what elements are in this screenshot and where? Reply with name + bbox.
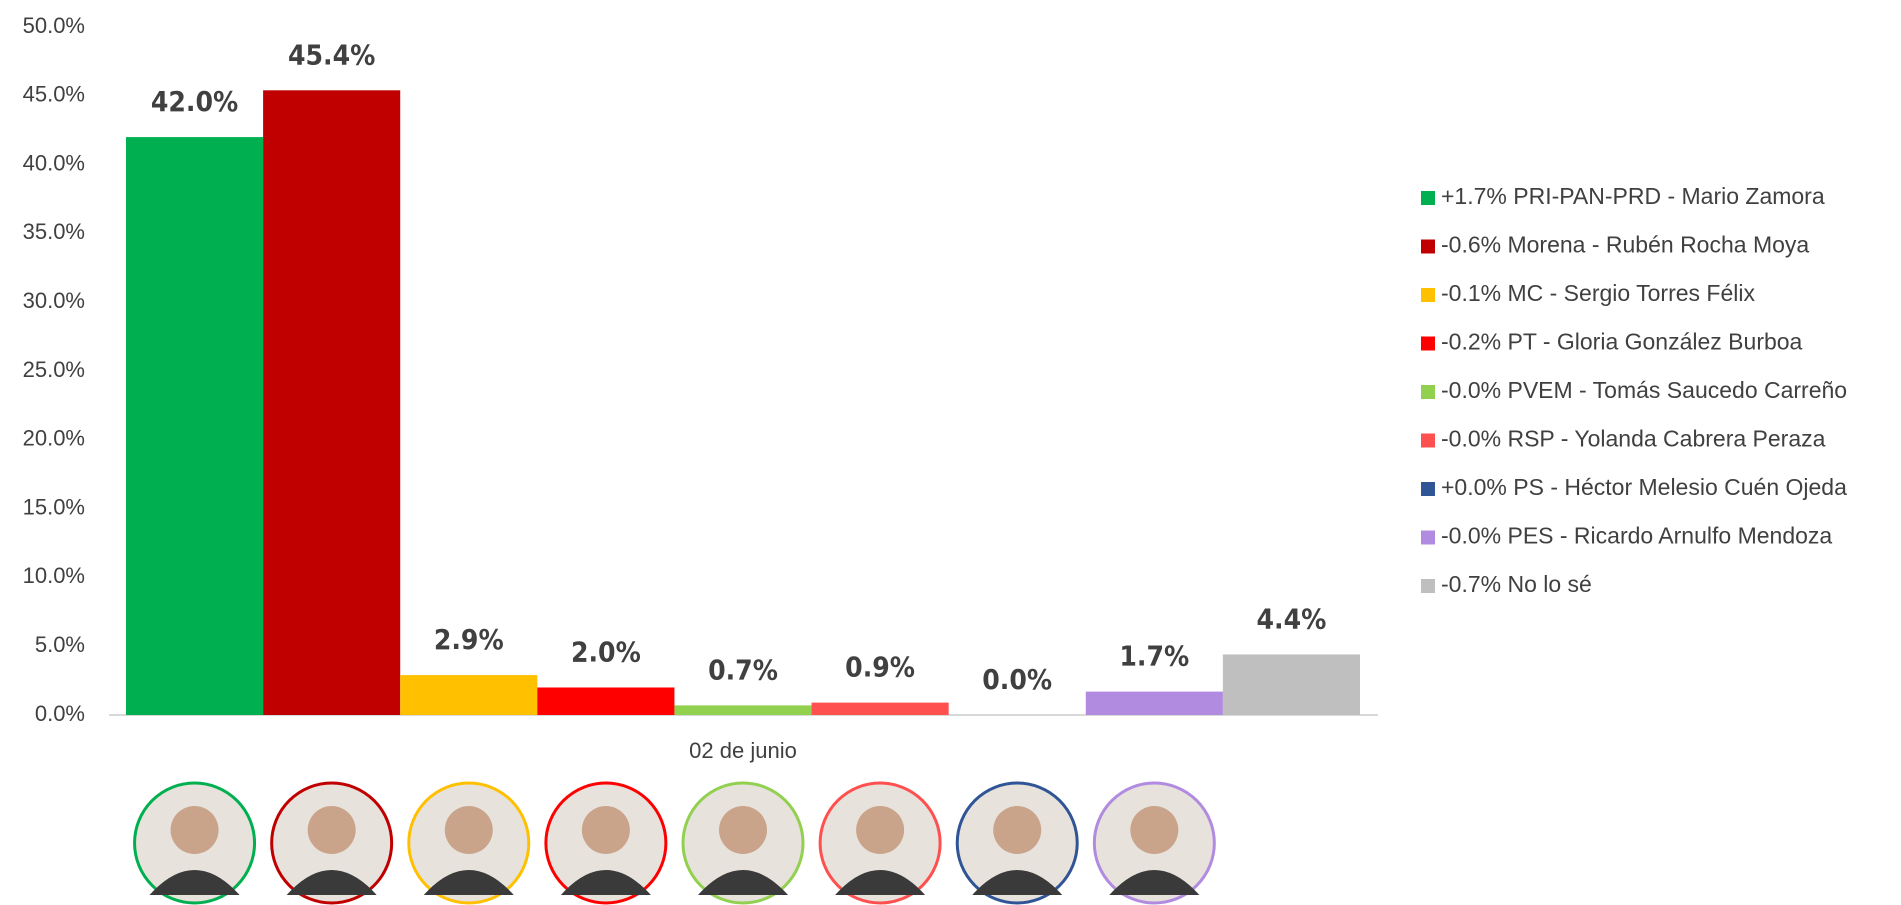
bar (674, 705, 812, 715)
legend-label: +1.7% PRI-PAN-PRD - Mario Zamora (1441, 183, 1825, 209)
data-label: 0.9% (845, 651, 915, 684)
legend-swatch (1421, 530, 1435, 545)
data-label: 2.9% (434, 623, 504, 656)
y-tick-label: 15.0% (23, 494, 85, 519)
bar (537, 687, 675, 715)
photo-body (972, 870, 1063, 895)
data-label: 42.0% (151, 85, 238, 118)
legend-label: -0.6% Morena - Rubén Rocha Moya (1441, 232, 1809, 258)
photo-head (581, 806, 630, 854)
y-tick-label: 45.0% (23, 82, 85, 107)
legend-label: -0.7% No lo sé (1441, 571, 1592, 597)
bar (1085, 691, 1223, 715)
bar (811, 702, 949, 715)
legend-swatch (1421, 191, 1435, 205)
photo-head (993, 806, 1042, 854)
y-tick-label: 35.0% (23, 219, 85, 244)
photo-body (835, 870, 926, 895)
bar (400, 675, 538, 715)
legend-swatch (1421, 579, 1435, 593)
y-tick-label: 40.0% (23, 150, 85, 175)
legend-swatch (1421, 288, 1435, 302)
bar (1222, 654, 1360, 715)
data-label: 0.7% (708, 653, 778, 686)
y-tick-label: 10.0% (23, 563, 85, 588)
photo-body (286, 870, 377, 895)
photo-body (423, 870, 514, 895)
data-label: 0.0% (982, 663, 1052, 696)
legend-label: -0.0% PES - Ricardo Arnulfo Mendoza (1441, 523, 1832, 549)
legend-swatch (1421, 482, 1435, 496)
y-tick-label: 0.0% (35, 701, 85, 726)
legend-label: -0.0% PVEM - Tomás Saucedo Carreño (1441, 377, 1847, 403)
legend-swatch (1421, 239, 1435, 254)
legend-label: -0.0% RSP - Yolanda Cabrera Peraza (1441, 426, 1826, 452)
data-label: 1.7% (1119, 640, 1189, 673)
x-tick-label: 02 de junio (689, 738, 797, 763)
photo-head (719, 806, 767, 854)
photo-head (444, 806, 493, 854)
legend-label: -0.2% PT - Gloria González Burboa (1441, 329, 1803, 355)
data-label: 45.4% (288, 38, 375, 71)
legend-swatch (1421, 385, 1435, 399)
data-label: 4.4% (1257, 602, 1327, 635)
legend-swatch (1421, 336, 1435, 351)
photo-body (560, 870, 651, 895)
photo-head (307, 806, 356, 854)
y-tick-label: 25.0% (23, 357, 85, 382)
bar (263, 90, 401, 715)
photo-body (1109, 870, 1200, 895)
photo-head (856, 806, 905, 854)
legend-label: -0.1% MC - Sergio Torres Félix (1441, 280, 1755, 306)
photo-head (1130, 806, 1179, 854)
legend-swatch (1421, 433, 1435, 448)
y-tick-label: 20.0% (23, 426, 85, 451)
legend-label: +0.0% PS - Héctor Melesio Cuén Ojeda (1441, 474, 1847, 500)
photo-head (170, 806, 219, 854)
y-tick-label: 5.0% (35, 632, 85, 657)
bar (126, 137, 264, 715)
y-tick-label: 30.0% (23, 288, 85, 313)
data-label: 2.0% (571, 635, 641, 668)
y-tick-label: 50.0% (23, 13, 85, 38)
photo-body (698, 870, 788, 895)
photo-body (149, 870, 240, 895)
